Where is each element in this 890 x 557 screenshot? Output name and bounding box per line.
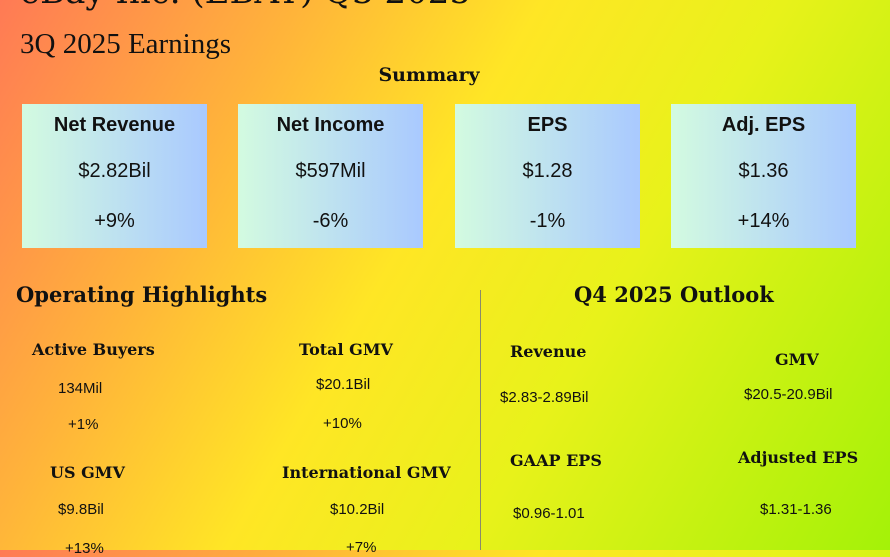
active-buyers-value: 134Mil	[58, 380, 103, 397]
international-gmv-change: +7%	[346, 539, 377, 556]
us-gmv-value: $9.8Bil	[58, 501, 104, 518]
outlook-gmv-value: $20.5-20.9Bil	[744, 386, 833, 403]
operating-highlights-heading: Operating Highlights	[16, 282, 268, 307]
card-eps: EPS $1.28 -1%	[455, 104, 640, 248]
section-divider	[480, 290, 481, 550]
card-label: Net Income	[276, 114, 385, 136]
page-title: eBay Inc. (EBAY) Q3 2025	[20, 0, 471, 12]
card-value: $597Mil	[295, 160, 366, 182]
card-net-revenue: Net Revenue $2.82Bil +9%	[22, 104, 207, 248]
total-gmv-value: $20.1Bil	[316, 376, 371, 393]
card-change: -1%	[529, 210, 566, 232]
outlook-revenue-value: $2.83-2.89Bil	[500, 389, 589, 406]
outlook-gaap-eps-value: $0.96-1.01	[513, 505, 585, 522]
card-value: $2.82Bil	[78, 160, 151, 182]
outlook-adjusted-eps-value: $1.31-1.36	[760, 501, 832, 518]
card-value: $1.28	[522, 160, 573, 182]
q4-outlook-heading: Q4 2025 Outlook	[574, 282, 774, 307]
card-adj-eps: Adj. EPS $1.36 +14%	[671, 104, 856, 248]
outlook-gmv-label: GMV	[775, 350, 819, 369]
active-buyers-change: +1%	[68, 416, 99, 433]
outlook-revenue-label: Revenue	[510, 342, 587, 361]
total-gmv-change: +10%	[323, 415, 362, 432]
card-label: Net Revenue	[53, 114, 176, 136]
card-label: EPS	[527, 114, 568, 136]
total-gmv-label: Total GMV	[299, 340, 393, 359]
active-buyers-label: Active Buyers	[32, 340, 155, 359]
international-gmv-label: International GMV	[282, 463, 451, 482]
outlook-adjusted-eps-label: Adjusted EPS	[738, 448, 859, 467]
us-gmv-label: US GMV	[50, 463, 125, 482]
outlook-gaap-eps-label: GAAP EPS	[510, 451, 602, 470]
page-subtitle: 3Q 2025 Earnings	[20, 28, 232, 60]
international-gmv-value: $10.2Bil	[330, 501, 385, 518]
card-value: $1.36	[738, 160, 789, 182]
summary-heading: Summary	[378, 64, 480, 86]
card-label: Adj. EPS	[721, 114, 806, 136]
card-net-income: Net Income $597Mil -6%	[238, 104, 423, 248]
card-change: -6%	[312, 210, 349, 232]
card-change: +9%	[94, 210, 135, 232]
card-change: +14%	[737, 210, 790, 232]
us-gmv-change: +13%	[65, 540, 104, 557]
